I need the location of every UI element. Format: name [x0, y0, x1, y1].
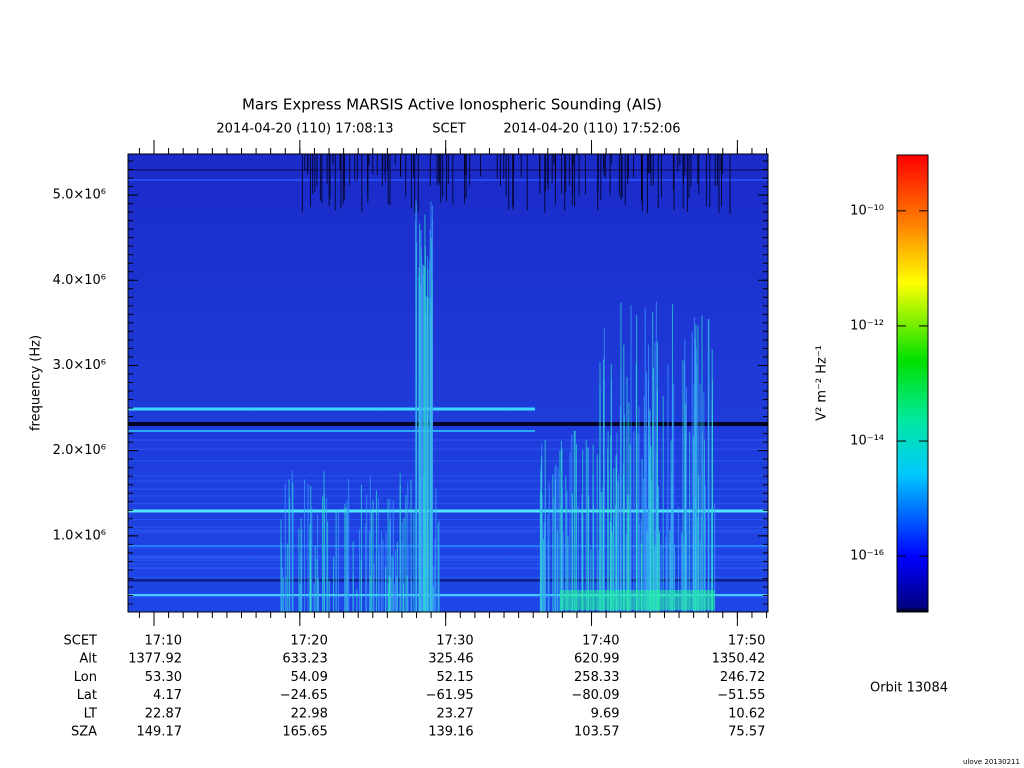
cell: 22.87	[145, 706, 182, 721]
cell: −80.09	[571, 688, 619, 703]
cell: 52.15	[436, 670, 473, 685]
colorbar	[896, 154, 929, 613]
row-name: Lon	[74, 670, 97, 685]
row-name: SZA	[71, 725, 97, 740]
cell: 620.99	[574, 652, 620, 667]
colorbar-tick-label: 10⁻¹²	[850, 318, 884, 333]
cell: 17:30	[436, 634, 473, 649]
end-time: 2014-04-20 (110) 17:52:06	[503, 122, 680, 137]
orbit: Orbit 13084	[870, 681, 948, 696]
row-name: Lat	[77, 688, 97, 703]
y-tick-label: 4.0×10⁶	[53, 273, 106, 288]
cell: −61.95	[426, 688, 474, 703]
cell: 103.57	[574, 725, 620, 740]
y-axis-label: frequency (Hz)	[29, 335, 44, 431]
cell: 149.17	[137, 725, 183, 740]
row-name: Alt	[79, 652, 97, 667]
cell: 9.69	[591, 706, 620, 721]
cell: 17:50	[728, 634, 765, 649]
cell: 4.17	[153, 688, 182, 703]
y-tick-label: 1.0×10⁶	[53, 528, 106, 543]
spectrogram	[128, 154, 768, 612]
title: Mars Express MARSIS Active Ionospheric S…	[242, 96, 662, 114]
y-tick-label: 5.0×10⁶	[53, 188, 106, 203]
footer: ulove 20130211	[963, 758, 1020, 766]
y-tick-label: 3.0×10⁶	[53, 358, 106, 373]
colorbar-label: V² m⁻² Hz⁻¹	[815, 345, 830, 421]
cell: 633.23	[282, 652, 328, 667]
row-name: SCET	[64, 634, 98, 649]
cell: 22.98	[291, 706, 328, 721]
cell: 23.27	[436, 706, 473, 721]
cell: 246.72	[720, 670, 766, 685]
cell: 1377.92	[128, 652, 182, 667]
cell: 165.65	[282, 725, 328, 740]
spectrogram-image	[128, 154, 768, 612]
colorbar-tick-label: 10⁻¹⁰	[850, 203, 884, 218]
colorbar-tick-label: 10⁻¹⁶	[850, 549, 884, 564]
cell: 53.30	[145, 670, 182, 685]
time-system: SCET	[432, 122, 466, 137]
cell: 325.46	[428, 652, 474, 667]
row-name: LT	[84, 706, 97, 721]
cell: 1350.42	[712, 652, 766, 667]
start-time: 2014-04-20 (110) 17:08:13	[216, 122, 393, 137]
cell: 10.62	[728, 706, 765, 721]
cell: 17:10	[145, 634, 182, 649]
cell: 17:40	[582, 634, 619, 649]
colorbar-tick-label: 10⁻¹⁴	[850, 434, 884, 449]
cell: −51.55	[717, 688, 765, 703]
cell: 75.57	[728, 725, 765, 740]
spectrogram-glow	[560, 590, 715, 610]
cell: 54.09	[291, 670, 328, 685]
cell: 139.16	[428, 725, 474, 740]
cell: 17:20	[290, 634, 327, 649]
cell: −24.65	[280, 688, 328, 703]
plot-frame	[127, 153, 769, 613]
y-tick-label: 2.0×10⁶	[53, 443, 106, 458]
cell: 258.33	[574, 670, 620, 685]
